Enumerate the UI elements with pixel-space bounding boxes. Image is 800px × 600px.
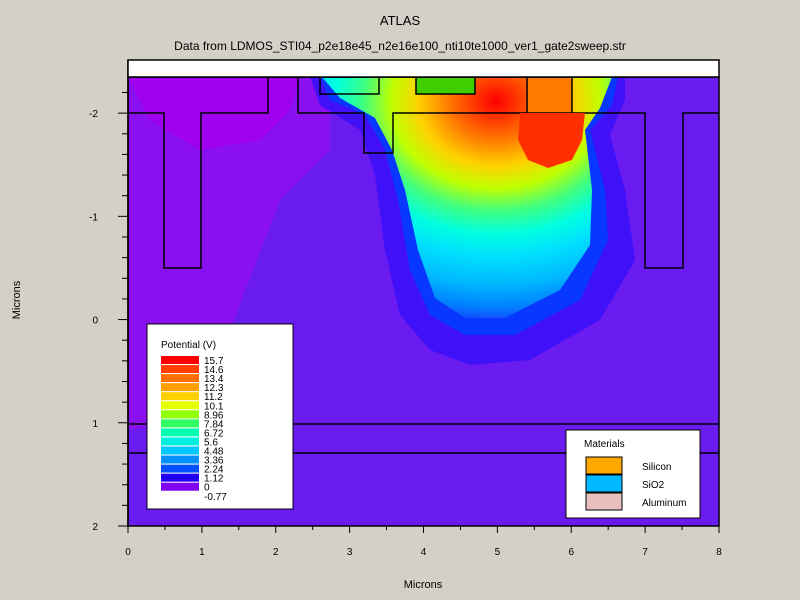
- x-tick-label: 6: [568, 547, 574, 558]
- y-axis-ticks: -2 -1 0 1 2: [89, 91, 128, 533]
- top-white-strip: [127, 59, 720, 78]
- gate-contact: [415, 77, 476, 95]
- potential-level-label: 10.1: [204, 401, 224, 412]
- potential-level-label: 8.96: [204, 410, 224, 421]
- y-tick-label: 1: [92, 419, 98, 430]
- chart-title: ATLAS: [380, 13, 421, 28]
- x-tick-label: 0: [125, 547, 131, 558]
- potential-level-label: -0.77: [204, 492, 227, 503]
- y-tick-label: -2: [89, 109, 98, 120]
- potential-swatch: [161, 482, 199, 491]
- drain-bulb-hot-region: [518, 113, 585, 168]
- y-tick-label: 2: [92, 522, 98, 533]
- x-tick-label: 1: [199, 547, 205, 558]
- x-tick-label: 5: [495, 547, 501, 558]
- y-tick-label: -1: [89, 212, 98, 223]
- device-structure: [128, 77, 719, 454]
- potential-swatch: [161, 428, 199, 437]
- potential-swatch: [161, 374, 199, 383]
- material-swatch: [585, 456, 623, 475]
- potential-level-label: 1.12: [204, 474, 224, 485]
- x-tick-label: 7: [642, 547, 648, 558]
- potential-level-label: 4.48: [204, 447, 224, 458]
- potential-swatch: [161, 473, 199, 482]
- material-label: SiO2: [642, 480, 665, 491]
- materials-legend: Materials Silicon SiO2 Aluminum: [565, 429, 701, 519]
- potential-swatch: [161, 455, 199, 464]
- chart-subtitle: Data from LDMOS_STI04_p2e18e45_n2e16e100…: [174, 39, 626, 53]
- potential-level-label: 12.3: [204, 383, 224, 394]
- potential-legend: Potential (V) 15.714.613.412.311.210.18.…: [146, 323, 294, 510]
- potential-legend-title: Potential (V): [161, 340, 216, 351]
- potential-swatch: [161, 446, 199, 455]
- x-tick-label: 4: [421, 547, 427, 558]
- potential-swatch: [161, 392, 199, 401]
- potential-level-label: 2.24: [204, 465, 224, 476]
- potential-swatch: [161, 410, 199, 419]
- potential-swatch: [161, 401, 199, 410]
- potential-level-label: 7.84: [204, 419, 224, 430]
- potential-level-label: 5.6: [204, 437, 218, 448]
- material-label: Aluminum: [642, 498, 686, 509]
- potential-level-label: 3.36: [204, 456, 224, 467]
- potential-swatch: [161, 365, 199, 374]
- y-axis-label: Microns: [11, 280, 23, 319]
- potential-swatch: [161, 419, 199, 428]
- potential-level-label: 11.2: [204, 392, 223, 403]
- y-tick-label: 0: [92, 316, 98, 327]
- material-swatch: [585, 492, 623, 511]
- potential-level-label: 0: [204, 483, 210, 494]
- field-oxide-box: [319, 77, 380, 95]
- potential-swatch: [161, 464, 199, 473]
- silicon-surface-outline: [128, 77, 719, 269]
- drain-contact: [526, 77, 573, 114]
- x-axis-ticks: 0 1 2 3 4 5 6 7 8: [125, 526, 722, 558]
- potential-level-label: 6.72: [204, 428, 224, 439]
- potential-level-label: 15.7: [204, 356, 224, 367]
- potential-swatch: [161, 383, 199, 392]
- potential-level-label: 13.4: [204, 374, 224, 385]
- potential-swatch: [161, 437, 199, 446]
- potential-swatch: [161, 356, 199, 364]
- x-tick-label: 8: [716, 547, 722, 558]
- materials-legend-title: Materials: [584, 439, 625, 450]
- material-swatch: [585, 474, 623, 493]
- x-tick-label: 3: [347, 547, 353, 558]
- x-tick-label: 2: [273, 547, 279, 558]
- material-label: Silicon: [642, 462, 671, 473]
- x-axis-label: Microns: [404, 579, 443, 591]
- potential-level-label: 14.6: [204, 365, 224, 376]
